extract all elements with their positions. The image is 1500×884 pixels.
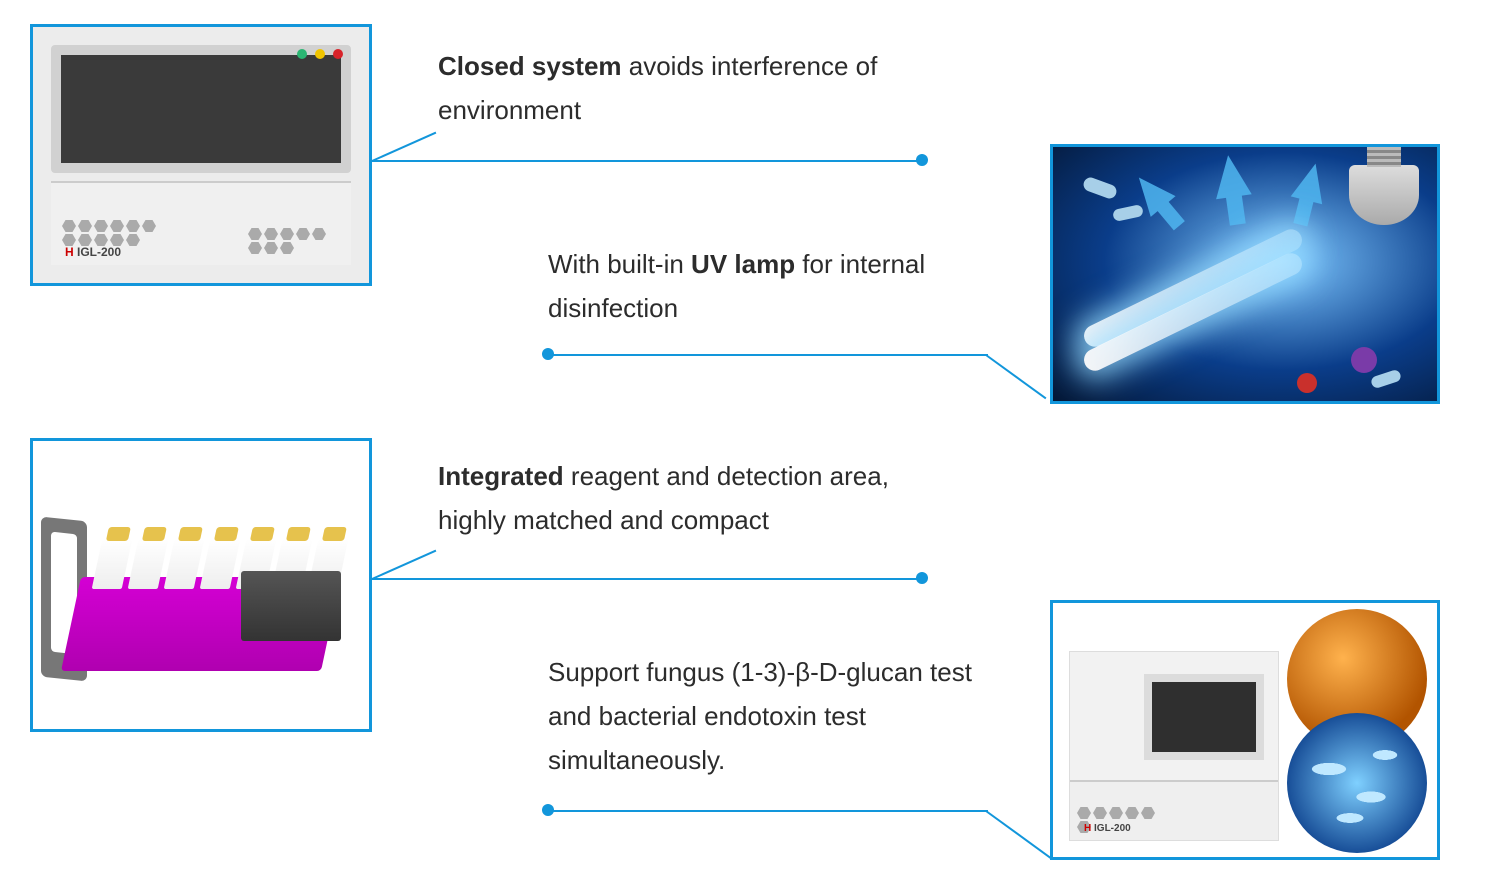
connector-line	[372, 132, 437, 162]
connector-line	[548, 810, 988, 812]
connector-line	[372, 160, 922, 162]
bacterium-inset	[1287, 713, 1427, 853]
connector-dot	[916, 154, 928, 166]
connector-dot	[916, 572, 928, 584]
indicator-leds	[297, 49, 343, 59]
device-model-label: H IGL-200	[65, 245, 121, 259]
uv-lamp-text: With built-in UV lamp for internal disin…	[548, 242, 1018, 330]
dual-test-image: H IGL-200	[1050, 600, 1440, 860]
connector-line	[372, 578, 922, 580]
dual-test-text: Support fungus (1-3)-β-D-glucan test and…	[548, 650, 1018, 783]
integrated-text: Integrated reagent and detection area, h…	[438, 454, 958, 542]
connector-line	[985, 354, 1046, 399]
connector-dot	[542, 804, 554, 816]
device-model-label: H IGL-200	[1084, 823, 1131, 834]
device-screen	[51, 45, 351, 173]
closed-system-text: Closed system avoids interference of env…	[438, 44, 958, 132]
reagent-tray-illustration	[33, 441, 369, 729]
connector-line	[548, 354, 988, 356]
integrated-image	[30, 438, 372, 732]
uv-lamp-illustration	[1053, 147, 1437, 401]
connector-dot	[542, 348, 554, 360]
device-lower-panel: H IGL-200	[51, 181, 351, 265]
uv-lamp-image	[1050, 144, 1440, 404]
dual-test-illustration: H IGL-200	[1053, 603, 1437, 857]
connector-line	[372, 550, 437, 580]
closed-system-image: H IGL-200	[30, 24, 372, 286]
device-illustration: H IGL-200	[33, 27, 369, 283]
connector-line	[985, 810, 1051, 859]
